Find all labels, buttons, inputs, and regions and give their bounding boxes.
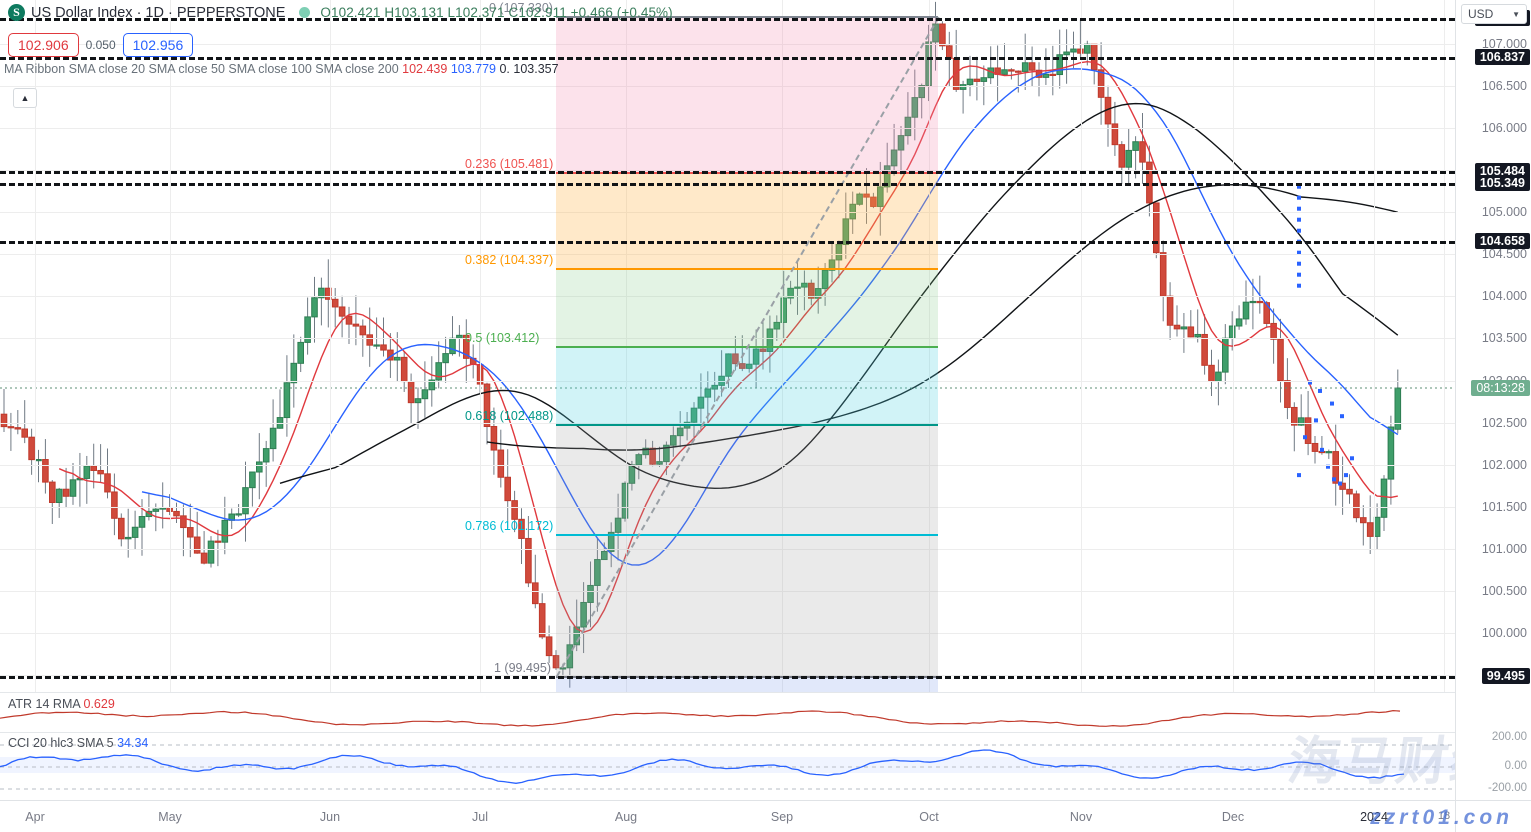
cci-label: CCI 20 hlc3 SMA 5 [8, 736, 114, 750]
atr-pane[interactable] [0, 692, 1455, 732]
time-tick[interactable]: 2024 [1360, 810, 1388, 824]
currency-label: USD [1468, 7, 1494, 21]
fib-zone [556, 345, 938, 424]
sr-line[interactable] [0, 171, 1455, 175]
fib-zone-extension [556, 675, 938, 692]
atr-label: ATR 14 RMA [8, 697, 81, 711]
spread-value: 0.050 [85, 38, 116, 52]
cci-value: 34.34 [117, 736, 149, 750]
price-tick: 104.500 [1481, 247, 1527, 262]
fib-level-line[interactable] [556, 423, 938, 426]
time-scale[interactable]: Apr May Jun Jul Aug Sep Oct Nov Dec 2024 18 [0, 800, 1531, 832]
fib-zone [556, 534, 938, 676]
fib-level-line[interactable] [556, 534, 938, 537]
ma-ribbon-value-3: 0. [499, 62, 510, 76]
fib-level-label: 0.236 (105.481) [465, 156, 554, 171]
chevron-down-icon: ▼ [1512, 9, 1520, 19]
price-tick: 103.500 [1481, 331, 1527, 346]
bid-ask-quote: 102.906 0.050 102.956 [8, 33, 194, 57]
countdown-badge[interactable]: 08:13:28 [1471, 380, 1530, 396]
cci-line [0, 749, 1405, 784]
currency-selector[interactable]: USD ▼ [1461, 4, 1527, 24]
ohlc-values: O102.421 H103.131 L102.371 C102.911 +0.4… [320, 5, 673, 20]
price-tick: 105.000 [1481, 205, 1527, 220]
cci-legend: CCI 20 hlc3 SMA 5 34.34 [8, 736, 148, 750]
axis-divider [1455, 801, 1456, 832]
atr-value: 0.629 [83, 697, 115, 711]
price-tick: 107.000 [1481, 36, 1527, 51]
cci-tick: 200.00 [1491, 731, 1527, 743]
time-tick[interactable]: Jul [472, 810, 488, 824]
ma-ribbon-value-1: 102.439 [402, 62, 448, 76]
main-price-pane[interactable]: 0 (107.330) 0.236 (105.481) 0.382 (104.337… [0, 0, 1455, 692]
time-tick[interactable]: Sep [770, 810, 794, 824]
price-tick: 101.000 [1481, 541, 1527, 556]
time-tick[interactable]: 18 [1437, 810, 1451, 822]
price-level-badge[interactable]: 104.658 [1474, 232, 1530, 249]
cci-tick: 0.00 [1504, 760, 1527, 772]
fib-level-line[interactable] [556, 15, 938, 18]
fib-level-label: 0.786 (101.172) [465, 519, 554, 534]
sma-50 [141, 68, 1399, 566]
price-level-badge[interactable]: 106.837 [1474, 49, 1530, 66]
fib-level-line[interactable] [556, 267, 938, 270]
fib-zone [556, 15, 938, 172]
fib-level-label: 0.5 (103.412) [465, 330, 540, 345]
ma-ribbon-label: MA Ribbon SMA close 20 SMA close 50 SMA … [4, 62, 399, 76]
ma-ribbon-value-2: 103.779 [450, 62, 496, 76]
fib-level-label: 1 (99.495) [494, 660, 551, 675]
atr-line [0, 709, 1401, 727]
price-tick: 101.500 [1481, 499, 1527, 514]
ma-ribbon-value-4: 103.357 [513, 62, 559, 76]
atr-legend: ATR 14 RMA 0.629 [8, 697, 115, 711]
time-tick[interactable]: Dec [1221, 810, 1245, 824]
fib-zone [556, 171, 938, 268]
price-level-badge[interactable]: 105.349 [1474, 174, 1530, 191]
market-status-icon [299, 7, 311, 18]
ma-ribbon-legend[interactable]: MA Ribbon SMA close 20 SMA close 50 SMA … [4, 62, 559, 76]
price-tick: 104.000 [1481, 289, 1527, 304]
time-tick[interactable]: May [158, 810, 182, 824]
atr-series-svg [0, 709, 1401, 727]
cci-tick: -200.00 [1487, 782, 1527, 794]
fib-level-label: 0.382 (104.337) [465, 252, 554, 267]
sr-line[interactable] [0, 18, 1455, 22]
fib-level-label: 0.618 (102.488) [465, 408, 554, 423]
price-level-badge[interactable]: 99.495 [1481, 667, 1530, 684]
sma-20 [58, 60, 1398, 633]
price-tick: 106.500 [1481, 78, 1527, 93]
chart-legend-header: S US Dollar Index · 1D · PEPPERSTONE O10… [8, 4, 673, 21]
fib-zone [556, 267, 938, 346]
price-tick: 106.000 [1481, 120, 1527, 135]
chevron-up-icon[interactable]: ▲ [13, 88, 37, 108]
sr-line[interactable] [0, 675, 1455, 679]
price-scale[interactable]: USD ▼ 107.000 106.500 106.000 105.000 104.50… [1455, 0, 1531, 800]
time-tick[interactable]: Oct [919, 810, 939, 824]
symbol-logo-icon: S [8, 4, 25, 21]
bid-price[interactable]: 102.906 [8, 33, 79, 57]
price-tick: 102.500 [1481, 415, 1527, 430]
sma-100 [279, 102, 1399, 490]
price-tick: 102.000 [1481, 457, 1527, 472]
cci-series-svg [0, 744, 1455, 790]
sr-line[interactable] [0, 182, 1455, 186]
time-tick[interactable]: Jun [319, 810, 341, 824]
time-tick[interactable]: Aug [614, 810, 638, 824]
price-tick: 100.000 [1481, 626, 1527, 641]
fib-level-label: 0 (107.330) [489, 0, 553, 15]
time-tick[interactable]: Apr [25, 810, 45, 824]
fib-zone [556, 423, 938, 535]
cci-band [0, 757, 1455, 773]
symbol-title[interactable]: US Dollar Index · 1D · PEPPERSTONE [31, 4, 286, 21]
ask-price[interactable]: 102.956 [122, 33, 194, 57]
time-tick[interactable]: Nov [1069, 810, 1093, 824]
price-tick: 100.500 [1481, 583, 1527, 598]
sr-line[interactable] [0, 240, 1455, 244]
fib-level-line[interactable] [556, 345, 938, 348]
cci-pane[interactable] [0, 732, 1455, 800]
sr-line[interactable] [0, 57, 1455, 61]
